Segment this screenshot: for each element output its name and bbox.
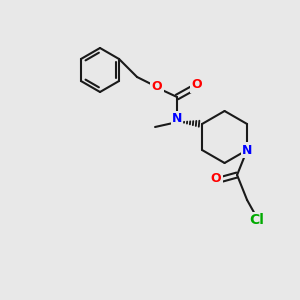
Text: O: O xyxy=(211,172,221,184)
Text: N: N xyxy=(172,112,182,125)
Text: O: O xyxy=(192,79,203,92)
Text: Cl: Cl xyxy=(250,213,265,227)
Text: O: O xyxy=(152,80,162,94)
Text: N: N xyxy=(242,143,252,157)
